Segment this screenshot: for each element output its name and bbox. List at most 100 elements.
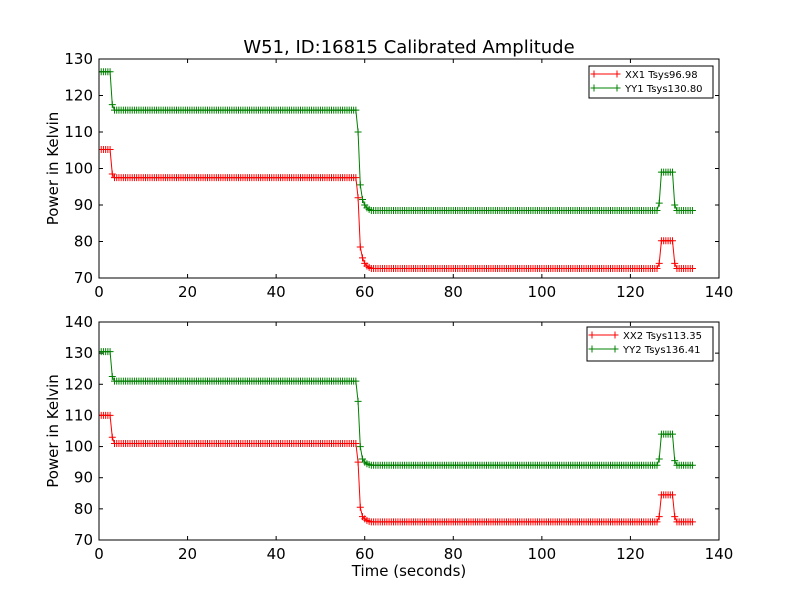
data-point (354, 128, 362, 136)
y-tick-label: 100 (64, 438, 93, 456)
y-tick-label: 70 (74, 269, 93, 287)
x-tick-label: 120 (616, 545, 645, 563)
legend-swatch-marker (588, 345, 596, 353)
x-tick-label: 40 (267, 545, 286, 563)
series-yy1 (99, 68, 696, 214)
x-tick-label: 40 (267, 283, 286, 301)
data-point (653, 265, 661, 273)
data-point (655, 513, 663, 521)
legend: XX2 Tsys113.35 YY2 Tsys136.41 (586, 326, 714, 362)
data-point (106, 348, 114, 356)
legend-box (588, 65, 714, 99)
y-tick-label: 120 (64, 87, 93, 105)
x-tick-label: 0 (94, 545, 104, 563)
data-point (669, 430, 676, 438)
legend-swatch-marker (611, 331, 619, 339)
plot-frame (98, 58, 720, 279)
legend-swatch-marker (611, 345, 619, 353)
data-point (108, 433, 116, 441)
data-point (354, 397, 362, 405)
data-point (671, 457, 679, 465)
data-point (671, 259, 679, 267)
data-point (653, 518, 661, 526)
legend-entry-label: YY1 Tsys130.80 (624, 84, 703, 95)
x-axis-label: Time (seconds) (351, 562, 467, 580)
data-point (352, 439, 360, 447)
y-tick-label: 110 (64, 123, 93, 141)
x-tick-label: 80 (444, 283, 463, 301)
data-point (354, 458, 362, 466)
y-tick-label: 130 (64, 344, 93, 362)
x-tick-label: 100 (528, 283, 557, 301)
x-tick-label: 60 (355, 283, 374, 301)
data-point (106, 411, 114, 419)
subplot-2: 0 20 40 60 80 100 120 140 70 80 90 100 110 120 130 140 P… (44, 313, 733, 580)
data-point (669, 491, 676, 499)
y-tick-label: 80 (74, 500, 93, 518)
data-point (354, 194, 362, 202)
y-tick-label: 90 (74, 469, 93, 487)
legend-swatch-marker (590, 70, 598, 78)
data-point (356, 503, 364, 511)
y-axis-label: Power in Kelvin (44, 112, 62, 226)
data-point (669, 237, 676, 245)
data-point (671, 201, 679, 209)
legend: XX1 Tsys96.98 YY1 Tsys130.80 (588, 65, 714, 99)
y-tick-label: 120 (64, 375, 93, 393)
x-tick-label: 60 (355, 545, 374, 563)
legend-entry-label: XX2 Tsys113.35 (623, 331, 702, 342)
data-point (688, 518, 696, 526)
legend-swatch-marker (590, 84, 598, 92)
y-tick-label: 110 (64, 406, 93, 424)
x-tick-label: 20 (178, 545, 197, 563)
data-point (108, 101, 116, 109)
plot-data-area (99, 68, 696, 273)
data-point (352, 106, 360, 114)
legend-swatch-marker (588, 331, 596, 339)
y-axis-label: Power in Kelvin (44, 374, 62, 488)
x-tick-label: 120 (616, 283, 645, 301)
y-tick-label: 130 (64, 50, 93, 68)
data-point (106, 68, 114, 76)
subplots-container: 0 20 40 60 80 100 120 140708090100110120130Powe… (44, 50, 733, 580)
y-tick-label: 90 (74, 196, 93, 214)
x-tick-label: 20 (178, 283, 197, 301)
x-tick-label: 0 (94, 283, 104, 301)
data-point (356, 243, 364, 251)
x-tick-label: 140 (705, 283, 734, 301)
data-point (653, 461, 661, 469)
data-point (352, 174, 360, 182)
data-point (671, 513, 679, 521)
data-point (655, 259, 663, 267)
data-point (688, 461, 696, 469)
legend-entry-label: XX1 Tsys96.98 (625, 70, 698, 81)
series-xx2 (99, 411, 696, 526)
x-tick-label: 140 (705, 545, 734, 563)
data-point (108, 170, 116, 178)
x-tick-label: 100 (528, 545, 557, 563)
series-yy2 (99, 348, 696, 469)
y-tick-label: 70 (74, 531, 93, 549)
data-point (356, 443, 364, 451)
y-tick-label: 100 (64, 160, 93, 178)
data-point (359, 196, 366, 204)
data-point (352, 377, 360, 385)
data-point (688, 265, 696, 273)
data-point (356, 181, 364, 189)
plot-frame (98, 321, 720, 541)
y-tick-label: 140 (64, 313, 93, 331)
subplot-1: 0 20 40 60 80 100 120 140 70 80 90 100 110 120 130 Powe… (44, 50, 733, 301)
y-tick-label: 80 (74, 233, 93, 251)
legend-swatch-marker (613, 70, 621, 78)
data-point (359, 254, 366, 262)
data-point (655, 199, 663, 207)
figure-title: W51, ID:16815 Calibrated Amplitude (243, 37, 574, 58)
data-point (669, 168, 676, 176)
data-point (653, 206, 661, 214)
x-tick-label: 80 (444, 545, 463, 563)
data-point (655, 455, 663, 463)
legend-box (586, 326, 714, 362)
legend-entry-label: YY2 Tsys136.41 (622, 345, 701, 356)
